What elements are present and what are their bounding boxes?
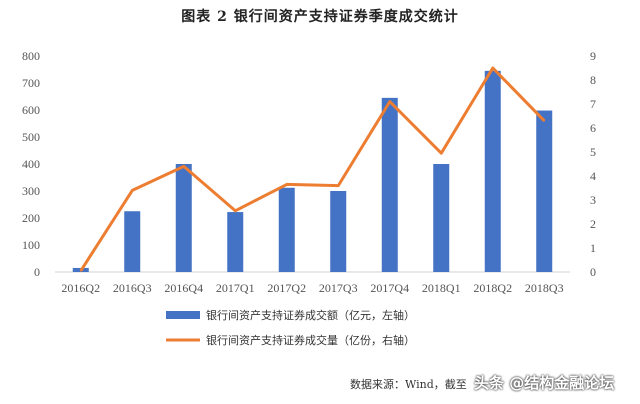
right-axis-tick-label: 7: [590, 97, 596, 111]
legend-bar-swatch: [166, 311, 200, 319]
right-axis-tick-label: 2: [590, 217, 596, 231]
line-series: [79, 66, 546, 272]
right-axis-tick-label: 4: [590, 169, 596, 183]
x-axis-tick-label: 2016Q4: [164, 281, 203, 295]
source-note: 数据来源：Wind，截至: [350, 378, 467, 391]
bar-2017Q2: [278, 187, 295, 272]
left-axis-tick-label: 600: [22, 103, 40, 117]
bar-series: [72, 70, 553, 272]
line-point-2017Q4: [388, 100, 391, 103]
legend-bar-label: 银行间资产支持证券成交额（亿元，左轴）: [206, 308, 415, 322]
left-axis-tick-label: 500: [22, 130, 40, 144]
line-point-2016Q2: [79, 270, 82, 272]
left-axis: 0 100 200 300 400 500 600 700 800: [22, 49, 40, 279]
line-point-2017Q1: [234, 210, 237, 212]
right-axis-tick-label: 3: [590, 193, 596, 207]
right-axis-tick-label: 0: [590, 265, 596, 279]
left-axis-tick-label: 300: [22, 184, 40, 198]
x-axis-tick-label: 2017Q2: [267, 281, 306, 295]
x-axis-tick-label: 2018Q2: [473, 281, 512, 295]
bar-2017Q3: [330, 191, 347, 272]
right-axis-tick-label: 6: [590, 121, 596, 135]
line-point-2016Q4: [182, 165, 185, 168]
left-axis-tick-label: 800: [22, 49, 40, 63]
line-point-2017Q2: [285, 183, 288, 186]
bar-2016Q4: [175, 164, 192, 272]
left-axis-tick-label: 0: [34, 265, 40, 279]
line-point-2018Q1: [440, 152, 443, 154]
x-axis-tick-label: 2016Q2: [61, 281, 100, 295]
legend: 银行间资产支持证券成交额（亿元，左轴） 银行间资产支持证券成交量（亿份，右轴）: [166, 308, 415, 347]
line-point-2018Q2: [491, 67, 494, 69]
bar-2018Q2: [484, 70, 501, 272]
right-axis-tick-label: 5: [590, 145, 596, 159]
x-axis-tick-label: 2018Q1: [422, 281, 461, 295]
bar-2018Q3: [536, 110, 553, 272]
x-axis-tick-label: 2016Q3: [113, 281, 152, 295]
x-axis: 2016Q2 2016Q3 2016Q4 2017Q1 2017Q2 2017Q3 2017…: [61, 281, 563, 295]
right-axis-tick-label: 1: [590, 241, 596, 255]
volume-line: [79, 66, 546, 272]
line-point-2016Q3: [131, 189, 134, 192]
legend-line-label: 银行间资产支持证券成交量（亿份，右轴）: [206, 333, 415, 347]
x-axis-tick-label: 2018Q3: [525, 281, 564, 295]
right-axis-tick-label: 9: [590, 49, 596, 63]
left-axis-tick-label: 100: [22, 238, 40, 252]
right-axis-tick-label: 8: [590, 73, 596, 87]
chart-title: 图表 2 银行间资产支持证券季度成交统计: [181, 9, 459, 25]
bar-2016Q3: [124, 211, 141, 272]
line-point-2018Q3: [543, 120, 546, 122]
right-axis: 0 1 2 3 4 5 6 7 8 9: [590, 49, 596, 279]
x-axis-tick-label: 2017Q4: [370, 281, 409, 295]
watermark-text: 头条 @结构金融论坛: [474, 374, 615, 392]
line-point-2017Q3: [337, 184, 340, 187]
left-axis-tick-label: 700: [22, 76, 40, 90]
x-axis-tick-label: 2017Q3: [319, 281, 358, 295]
bar-2018Q1: [433, 164, 450, 272]
left-axis-tick-label: 200: [22, 211, 40, 225]
bar-2017Q4: [381, 97, 398, 272]
left-axis-tick-label: 400: [22, 157, 40, 171]
bar-2017Q1: [227, 212, 244, 272]
x-axis-tick-label: 2017Q1: [216, 281, 255, 295]
